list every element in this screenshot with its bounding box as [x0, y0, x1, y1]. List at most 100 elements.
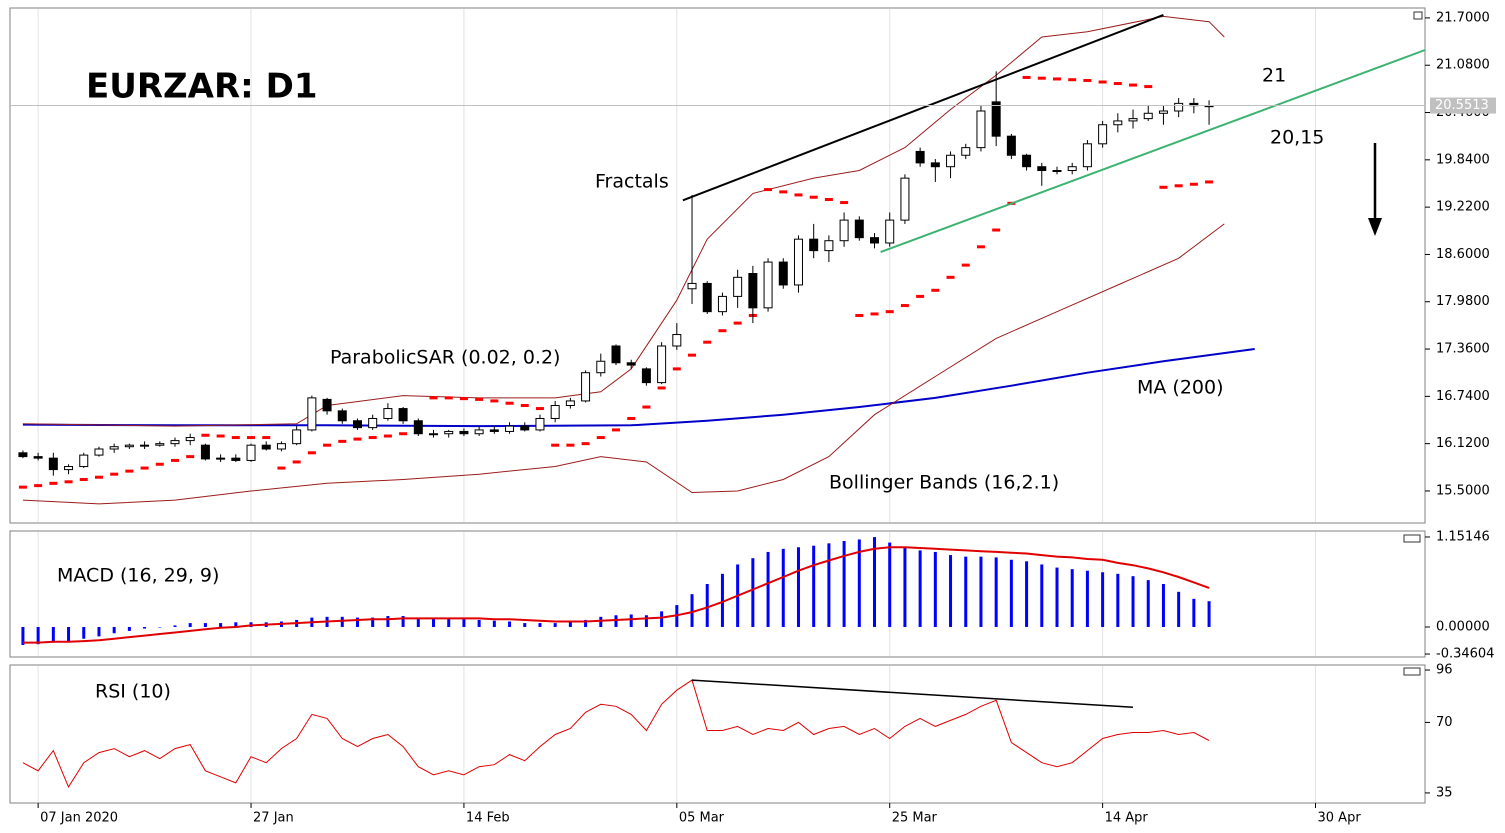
rsi-panel: [9, 664, 1426, 804]
down-arrow: [1368, 143, 1382, 236]
macd-bar: [1040, 564, 1044, 627]
ma-label: MA (200): [1137, 377, 1224, 399]
x-tick-label: 25 Mar: [892, 811, 938, 826]
candle-body: [930, 162, 940, 168]
candle-body: [155, 443, 165, 446]
macd-bar: [416, 617, 420, 627]
candle-body: [641, 368, 651, 384]
macd-bar: [705, 583, 709, 627]
candle-body: [64, 466, 74, 471]
candle-body: [1067, 166, 1077, 172]
macd-bar: [1101, 572, 1105, 627]
macd-bar: [158, 626, 162, 628]
macd-bar: [1070, 569, 1074, 627]
candle-body: [748, 273, 758, 309]
candle-body: [717, 295, 727, 313]
sar-label: ParabolicSAR (0.02, 0.2): [330, 347, 560, 369]
trend-line: [691, 679, 1134, 709]
candle-body: [915, 150, 925, 164]
price-panel: [9, 7, 1426, 524]
candle-body: [261, 444, 271, 450]
y-tick-label: 70: [1436, 715, 1453, 730]
candle-body: [459, 430, 469, 435]
macd-bar: [340, 616, 344, 627]
candle-body: [626, 362, 636, 366]
macd-bar: [492, 620, 496, 627]
macd-bar: [97, 626, 101, 637]
macd-bar: [1192, 598, 1196, 627]
candle-body: [520, 425, 530, 431]
candle-body: [1052, 170, 1062, 173]
macd-bar: [112, 626, 116, 634]
macd-bar: [903, 547, 907, 627]
macd-bar: [36, 626, 40, 645]
candle-body: [383, 408, 393, 419]
candle-body: [854, 219, 864, 239]
candle-body: [307, 397, 317, 431]
trend-line: [682, 13, 1164, 202]
candle-body: [885, 219, 895, 244]
annotation: 20,15: [1270, 127, 1324, 149]
candle-body: [793, 238, 803, 286]
macd-panel: [9, 530, 1426, 658]
panel-icon[interactable]: [1403, 667, 1421, 676]
macd-bar: [477, 619, 481, 627]
candle-body: [1082, 143, 1092, 168]
bollinger-lower: [22, 223, 1225, 505]
macd-bar: [660, 611, 664, 627]
panel-title: EURZAR: D1: [86, 67, 317, 107]
candle-body: [140, 444, 150, 447]
macd-bar: [584, 619, 588, 627]
candle-body: [352, 420, 362, 429]
candle-body: [170, 440, 180, 445]
candle-body: [322, 398, 332, 412]
candle-body: [1006, 135, 1016, 156]
candle-body: [398, 408, 408, 422]
macd-bar: [203, 623, 207, 627]
macd-bar: [432, 617, 436, 627]
panel-icon[interactable]: [1413, 11, 1423, 20]
macd-bar: [371, 617, 375, 627]
macd-bar: [1025, 561, 1029, 627]
candle-body: [444, 430, 454, 435]
macd-bar: [933, 551, 937, 627]
rsi-line: [22, 679, 1210, 788]
macd-bar: [1161, 583, 1165, 627]
macd-bar: [964, 556, 968, 627]
macd-bar: [781, 548, 785, 627]
candle-body: [1037, 166, 1047, 172]
candle-body: [413, 420, 423, 435]
candle-body: [216, 457, 226, 460]
candle-body: [18, 452, 28, 458]
trend-line: [880, 49, 1426, 254]
macd-bar: [51, 626, 55, 643]
macd-bar: [188, 623, 192, 627]
panel-icon[interactable]: [1403, 534, 1421, 543]
y-tick-label: 18.6000: [1436, 247, 1490, 262]
candle-body: [687, 282, 697, 290]
y-tick-label: 19.2200: [1436, 200, 1490, 215]
candle-body: [489, 429, 499, 432]
x-tick-label: 07 Jan 2020: [40, 811, 118, 826]
candle-body: [702, 282, 712, 313]
macd-bar: [690, 594, 694, 627]
macd-bar: [979, 556, 983, 627]
macd-bar: [796, 547, 800, 627]
candle-body: [763, 261, 773, 309]
candle-body: [976, 110, 986, 149]
y-tick-label: 16.7400: [1436, 389, 1490, 404]
candle-body: [1098, 124, 1108, 145]
macd-bar: [1116, 573, 1120, 627]
candle-body: [1158, 110, 1168, 114]
macd-bar: [842, 541, 846, 627]
macd-bar: [523, 623, 527, 627]
macd-bar: [386, 616, 390, 627]
macd-bar: [994, 557, 998, 627]
macd-bar: [401, 616, 405, 627]
candle-body: [276, 443, 286, 450]
candle-body: [581, 372, 591, 402]
macd-bar: [538, 623, 542, 627]
last-price-box: [1430, 97, 1496, 114]
candle-body: [672, 334, 682, 347]
